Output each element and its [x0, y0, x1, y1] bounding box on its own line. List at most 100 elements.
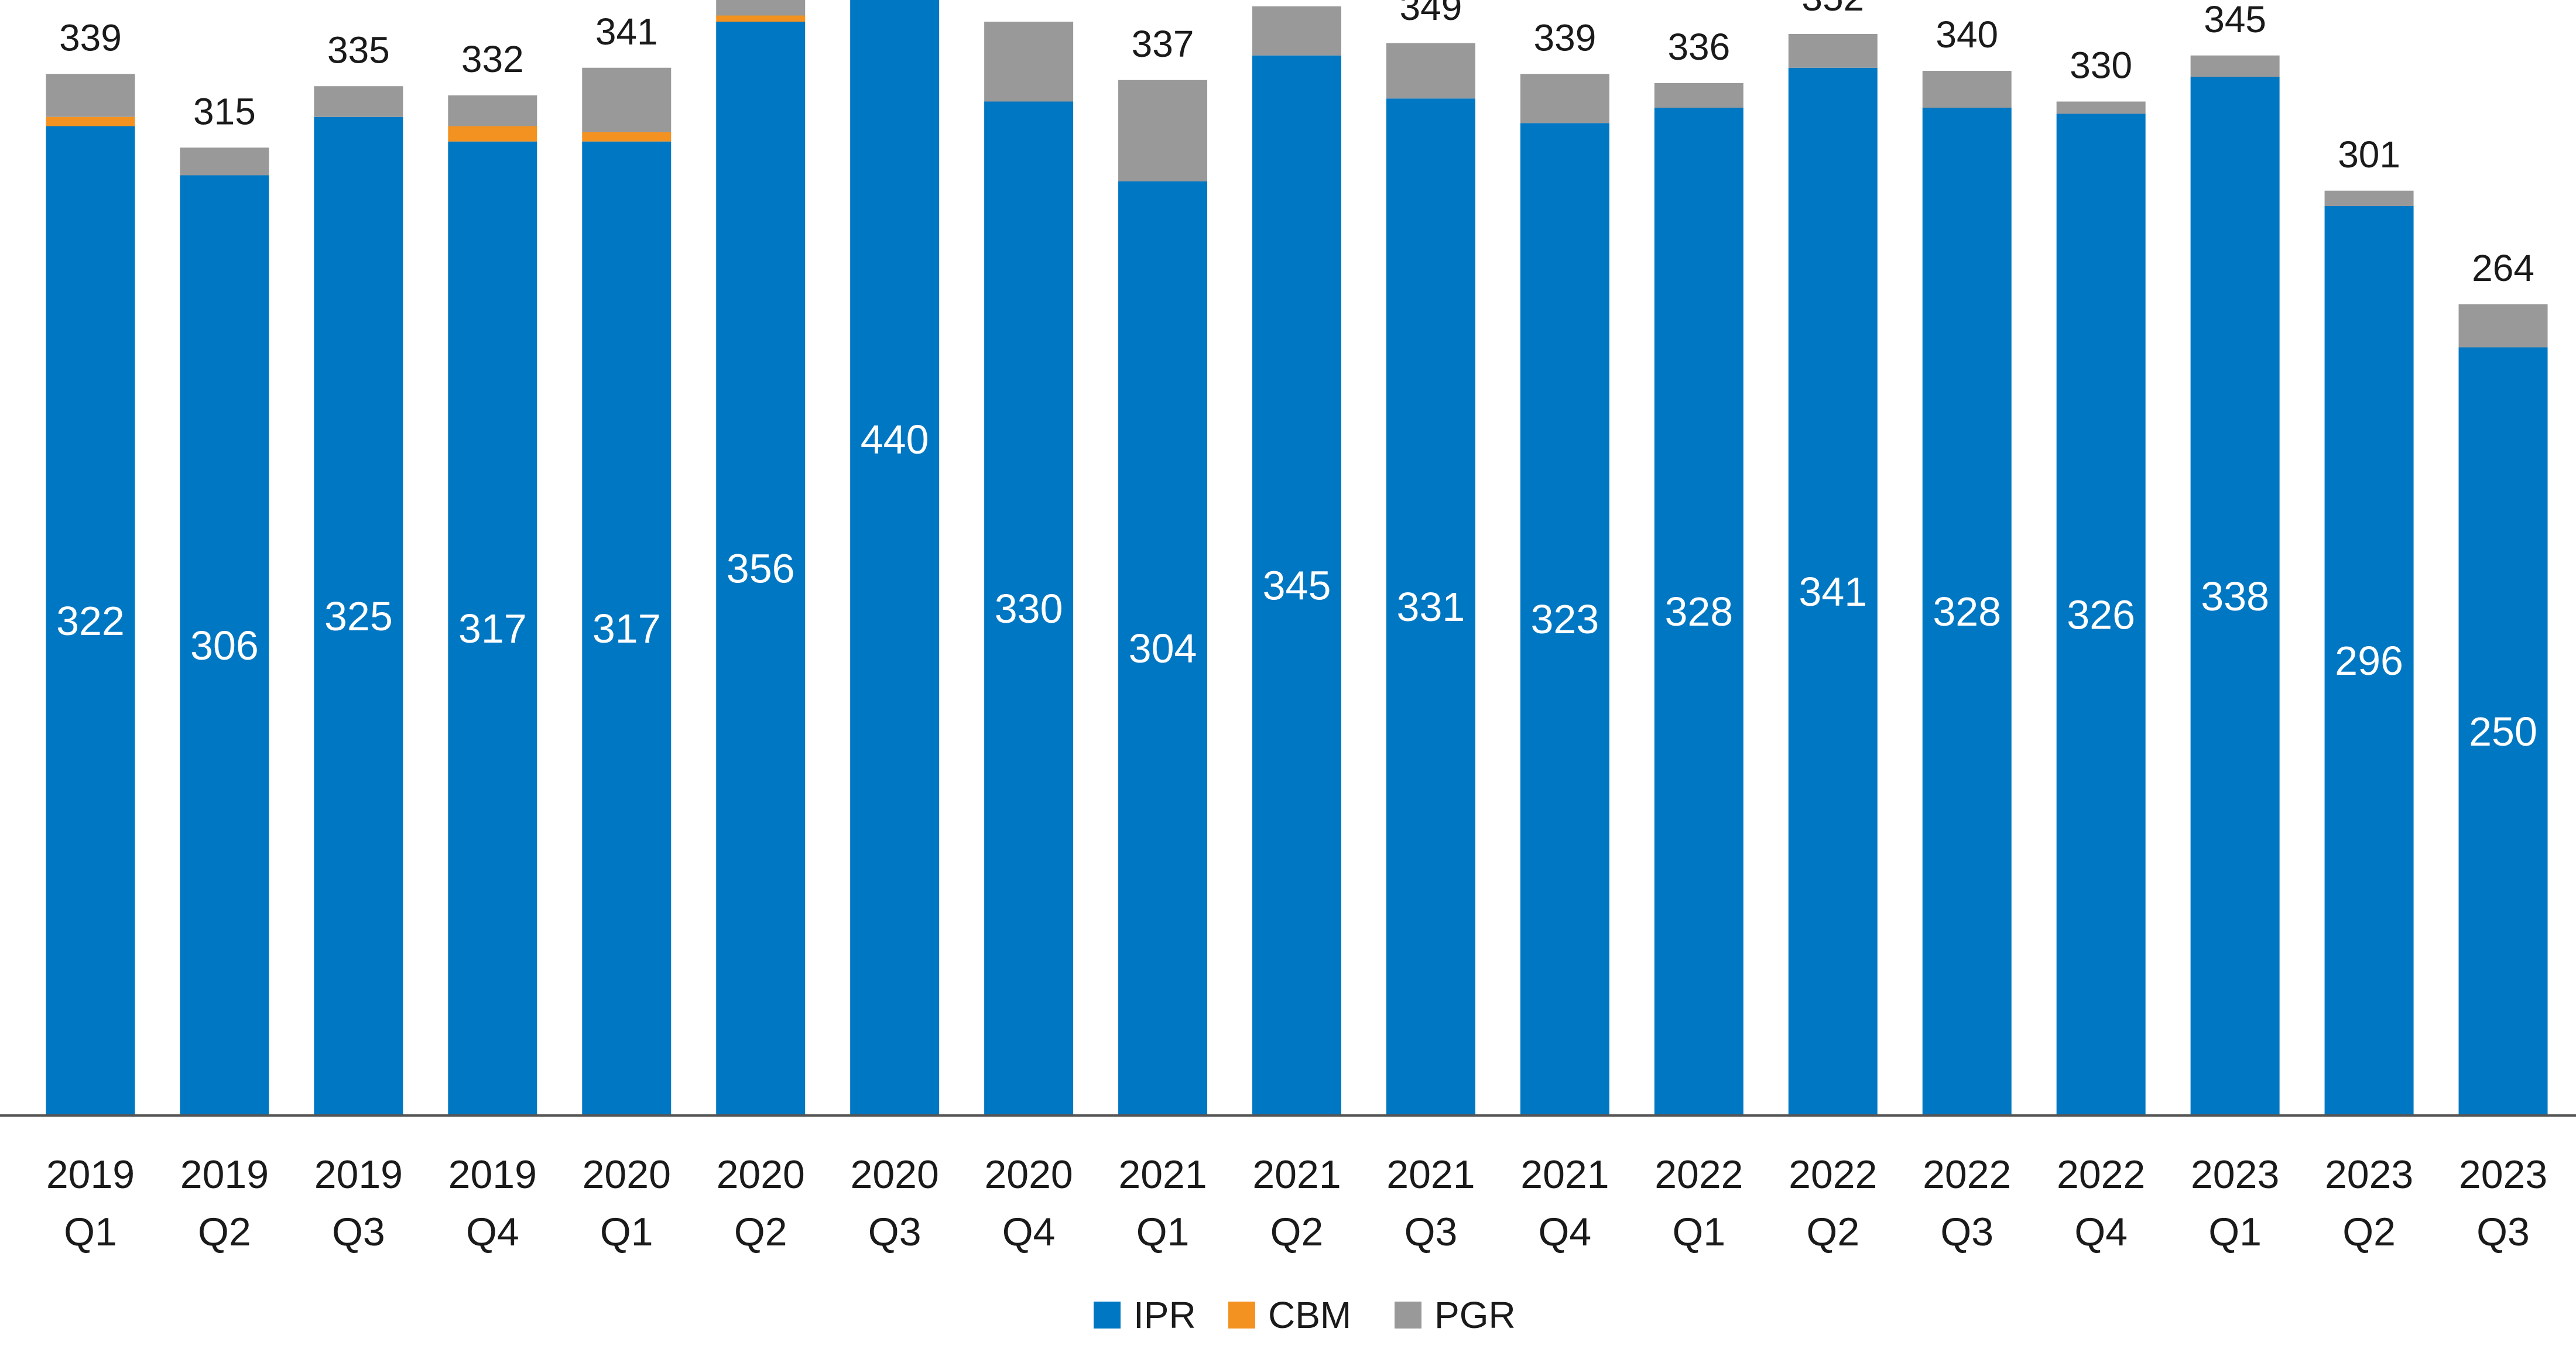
ipr-value-label-18: 250: [2469, 709, 2537, 754]
x-tick-year-5: 2020: [717, 1152, 805, 1197]
x-tick-year-2: 2019: [314, 1152, 403, 1197]
ipr-value-label-7: 330: [995, 586, 1063, 631]
total-value-label-7: 356: [998, 0, 1060, 6]
x-tick-labels: 2019 Q1 2019 Q2 2019 Q3 2019 Q4 2020 Q1 2020 Q2 2020…: [46, 1152, 2547, 1254]
x-tick-year-16: 2023: [2191, 1152, 2279, 1197]
x-tick-year-10: 2021: [1386, 1152, 1475, 1197]
x-tick-year-12: 2022: [1654, 1152, 1743, 1197]
ipr-value-label-17: 296: [2335, 638, 2403, 684]
total-value-label-18: 264: [2472, 247, 2534, 289]
bar-pgr-18: [2459, 304, 2548, 348]
x-tick-quarter-2: Q3: [332, 1210, 385, 1254]
x-tick-year-13: 2022: [1789, 1152, 1877, 1197]
x-tick-quarter-11: Q4: [1539, 1210, 1592, 1254]
total-value-label-15: 330: [2070, 44, 2132, 87]
bar-ipr-6: [850, 0, 939, 1115]
bar-pgr-12: [1654, 83, 1743, 108]
legend-swatch-ipr: [1094, 1302, 1121, 1329]
x-tick-year-3: 2019: [448, 1152, 537, 1197]
bar-pgr-9: [1252, 6, 1341, 56]
x-tick-quarter-4: Q1: [600, 1210, 653, 1254]
ipr-value-label-11: 323: [1530, 596, 1599, 642]
x-tick-quarter-16: Q1: [2208, 1210, 2262, 1254]
bar-cbm-3: [448, 126, 537, 142]
bar-pgr-3: [448, 95, 537, 126]
ipr-value-label-9: 345: [1263, 562, 1331, 608]
bar-pgr-0: [46, 74, 135, 117]
total-value-label-13: 352: [1801, 0, 1864, 19]
ipr-value-label-8: 304: [1129, 626, 1197, 671]
x-tick-year-7: 2020: [984, 1152, 1073, 1197]
ipr-value-label-6: 440: [861, 417, 929, 462]
total-value-label-10: 349: [1400, 0, 1462, 28]
total-value-label-8: 337: [1132, 23, 1194, 65]
x-tick-quarter-12: Q1: [1672, 1210, 1725, 1254]
x-tick-quarter-0: Q1: [64, 1210, 117, 1254]
total-value-label-0: 339: [59, 16, 122, 59]
ipr-value-label-1: 306: [190, 623, 259, 668]
x-tick-year-8: 2021: [1118, 1152, 1207, 1197]
ipr-value-label-16: 338: [2201, 574, 2269, 619]
total-value-label-2: 335: [327, 29, 390, 71]
legend-label-cbm: CBM: [1268, 1294, 1351, 1336]
x-tick-year-18: 2023: [2459, 1152, 2547, 1197]
x-tick-year-9: 2021: [1252, 1152, 1341, 1197]
ipr-value-label-2: 325: [324, 593, 393, 639]
bar-pgr-17: [2325, 191, 2414, 206]
x-tick-quarter-3: Q4: [466, 1210, 519, 1254]
total-value-label-17: 301: [2338, 133, 2400, 176]
ipr-value-label-12: 328: [1664, 589, 1733, 634]
bar-cbm-0: [46, 117, 135, 126]
x-tick-quarter-14: Q3: [1940, 1210, 1993, 1254]
ipr-value-label-4: 317: [592, 606, 661, 651]
bars-layer: [46, 0, 2547, 1115]
legend-swatch-pgr: [1395, 1302, 1421, 1329]
bar-pgr-14: [1923, 71, 2012, 108]
bar-pgr-15: [2057, 102, 2146, 114]
bar-pgr-13: [1789, 34, 1878, 68]
x-tick-year-1: 2019: [180, 1152, 269, 1197]
x-tick-quarter-1: Q2: [198, 1210, 251, 1254]
ipr-value-label-13: 341: [1799, 569, 1867, 615]
x-tick-year-14: 2022: [1923, 1152, 2011, 1197]
ipr-value-label-3: 317: [458, 606, 527, 651]
bar-pgr-2: [314, 86, 403, 117]
x-tick-quarter-18: Q3: [2476, 1210, 2530, 1254]
x-tick-year-11: 2021: [1520, 1152, 1609, 1197]
legend-label-ipr: IPR: [1133, 1294, 1196, 1336]
ipr-value-label-10: 331: [1397, 584, 1465, 630]
bar-pgr-5: [716, 0, 805, 16]
ipr-value-label-5: 356: [727, 546, 795, 592]
x-tick-year-0: 2019: [46, 1152, 135, 1197]
stacked-bar-chart: 3223393063153253353173323173413563804404…: [0, 0, 2576, 1349]
x-tick-quarter-17: Q2: [2342, 1210, 2396, 1254]
total-value-label-4: 341: [595, 11, 658, 53]
legend: IPR CBM PGR: [1094, 1294, 1516, 1336]
bar-pgr-7: [984, 22, 1073, 102]
x-tick-quarter-8: Q1: [1136, 1210, 1190, 1254]
legend-swatch-cbm: [1228, 1302, 1255, 1329]
bar-pgr-16: [2191, 56, 2280, 77]
ipr-value-label-14: 328: [1933, 589, 2001, 634]
x-tick-year-15: 2022: [2057, 1152, 2145, 1197]
total-value-label-11: 339: [1534, 16, 1597, 59]
total-value-label-1: 315: [193, 90, 256, 132]
x-tick-quarter-6: Q3: [868, 1210, 922, 1254]
total-value-label-14: 340: [1936, 13, 1998, 56]
x-tick-quarter-13: Q2: [1806, 1210, 1859, 1254]
bar-pgr-11: [1520, 74, 1609, 123]
x-tick-year-4: 2020: [583, 1152, 671, 1197]
ipr-value-label-15: 326: [2067, 592, 2135, 637]
bar-pgr-10: [1386, 43, 1475, 99]
bar-cbm-5: [716, 16, 805, 22]
x-tick-quarter-15: Q4: [2074, 1210, 2128, 1254]
bar-pgr-4: [582, 68, 671, 132]
x-tick-quarter-7: Q4: [1002, 1210, 1056, 1254]
x-tick-quarter-9: Q2: [1270, 1210, 1324, 1254]
x-tick-quarter-5: Q2: [734, 1210, 787, 1254]
legend-label-pgr: PGR: [1434, 1294, 1516, 1336]
x-tick-year-17: 2023: [2325, 1152, 2413, 1197]
bar-cbm-4: [582, 132, 671, 142]
x-tick-quarter-10: Q3: [1405, 1210, 1458, 1254]
total-value-label-12: 336: [1667, 26, 1730, 68]
